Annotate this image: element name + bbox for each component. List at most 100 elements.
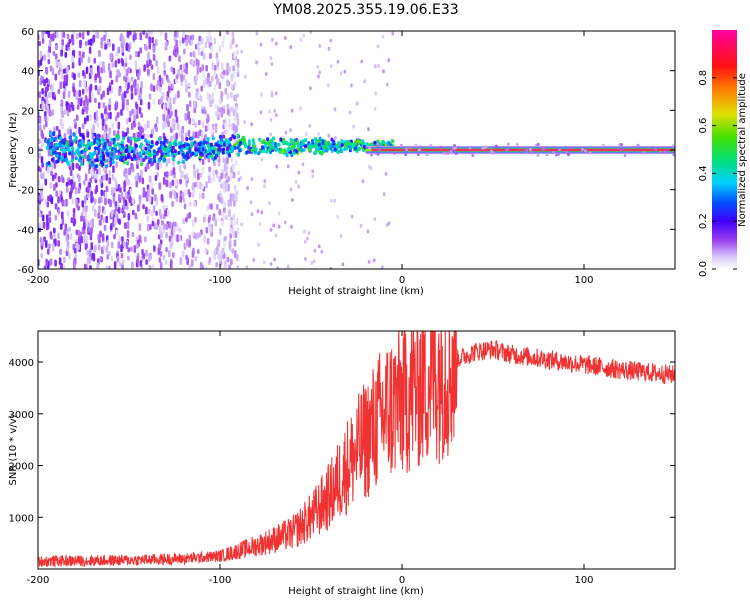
heatmap-cell — [207, 31, 211, 37]
heatmap-cell — [134, 138, 138, 143]
heatmap-cell — [121, 103, 125, 111]
heatmap-cell — [227, 199, 231, 208]
heatmap-cell — [141, 127, 144, 134]
heatmap-cell — [163, 103, 166, 111]
heatmap-cell — [336, 144, 340, 149]
heatmap-cell — [315, 146, 319, 151]
heatmap-cell — [137, 204, 140, 212]
heatmap-cell — [97, 234, 101, 241]
heatmap-cell — [147, 51, 150, 60]
heatmap-cell — [117, 241, 121, 249]
heatmap-cell — [43, 265, 47, 269]
heatmap-cell — [336, 214, 339, 219]
heatmap-cell — [317, 142, 321, 147]
heatmap-cell — [179, 156, 183, 163]
heatmap-cell — [236, 93, 239, 98]
heatmap-cell — [130, 246, 133, 252]
heatmap-cell — [270, 62, 274, 67]
heatmap-cell — [329, 64, 333, 69]
heatmap-cell — [234, 160, 238, 166]
heatmap-cell — [38, 203, 41, 212]
heatmap-cell — [218, 147, 222, 152]
heatmap-cell — [89, 142, 93, 147]
heatmap-cell — [66, 33, 70, 40]
heatmap-cell — [63, 154, 67, 159]
heatmap-cell — [80, 54, 83, 63]
heatmap-cell — [65, 74, 69, 82]
heatmap-cell — [88, 160, 92, 165]
heatmap-cell — [484, 145, 488, 149]
heatmap-cell — [215, 52, 219, 59]
heatmap-cell — [327, 83, 330, 88]
heatmap-cell — [64, 51, 68, 58]
heatmap-cell — [222, 147, 226, 152]
heatmap-cell — [580, 147, 584, 151]
heatmap-cell — [172, 67, 176, 75]
heatmap-cell — [128, 117, 132, 123]
heatmap-cell — [245, 265, 249, 269]
heatmap-cell — [86, 31, 90, 36]
heatmap-cell — [209, 35, 212, 43]
heatmap-cell — [269, 117, 273, 122]
heatmap-cell — [174, 31, 177, 37]
heatmap-cell — [59, 136, 63, 141]
heatmap-cell — [121, 263, 124, 269]
heatmap-cell — [150, 83, 153, 92]
heatmap-cell — [232, 171, 236, 179]
heatmap-cell — [247, 145, 251, 150]
heatmap-cell — [221, 247, 225, 256]
heatmap-cell — [95, 153, 99, 160]
heatmap-cell — [133, 245, 137, 253]
heatmap-cell — [93, 146, 97, 151]
heatmap-cell — [181, 36, 185, 44]
heatmap-cell — [228, 264, 231, 269]
heatmap-cell — [349, 145, 353, 150]
heatmap-cell — [230, 106, 234, 112]
heatmap-cell — [196, 42, 200, 49]
heatmap-cell — [204, 125, 208, 132]
heatmap-cell — [118, 235, 122, 242]
spectrogram-y-tick-label: 0 — [28, 146, 34, 157]
heatmap-cell — [272, 145, 276, 150]
heatmap-cell — [84, 211, 88, 220]
heatmap-cell — [158, 148, 162, 153]
heatmap-cell — [179, 195, 183, 203]
heatmap-cell — [274, 233, 278, 238]
heatmap-cell — [219, 183, 223, 188]
heatmap-cell — [163, 61, 166, 70]
heatmap-cell — [137, 137, 141, 142]
heatmap-cell — [218, 45, 222, 53]
heatmap-cell — [158, 74, 162, 83]
heatmap-cell — [102, 217, 105, 224]
heatmap-cell — [105, 215, 108, 224]
heatmap-cell — [85, 87, 88, 93]
heatmap-cell — [57, 208, 61, 215]
heatmap-cell — [38, 91, 42, 99]
heatmap-cell — [221, 40, 224, 48]
heatmap-cell — [215, 262, 218, 268]
heatmap-cell — [243, 120, 246, 125]
heatmap-cell — [155, 126, 158, 133]
heatmap-cell — [126, 154, 130, 159]
heatmap-cell — [114, 154, 118, 159]
heatmap-cell — [61, 217, 65, 226]
heatmap-cell — [356, 139, 360, 144]
heatmap-cell — [285, 153, 289, 158]
heatmap-cell — [94, 97, 97, 104]
heatmap-cell — [113, 144, 117, 149]
heatmap-cell — [43, 79, 46, 87]
heatmap-cell — [87, 185, 90, 194]
heatmap-cell — [203, 134, 207, 140]
heatmap-cell — [327, 46, 331, 51]
heatmap-cell — [300, 147, 304, 152]
heatmap-cell — [169, 181, 172, 189]
heatmap-cell — [48, 45, 51, 53]
heatmap-cell — [152, 85, 156, 93]
heatmap-cell — [53, 146, 57, 151]
heatmap-cell — [333, 147, 337, 152]
heatmap-cell — [95, 110, 99, 119]
heatmap-cell — [225, 150, 229, 155]
heatmap-cell — [103, 209, 107, 215]
heatmap-cell — [124, 61, 128, 67]
heatmap-cell — [99, 178, 103, 184]
